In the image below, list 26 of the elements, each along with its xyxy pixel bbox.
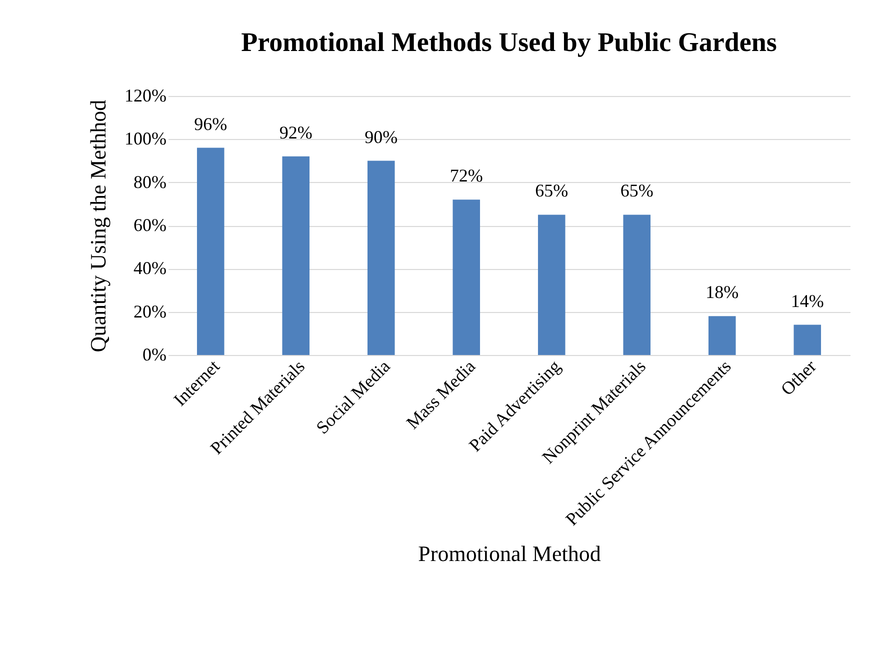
bar xyxy=(708,316,736,355)
data-label: 14% xyxy=(790,290,824,311)
y-tick-label: 0% xyxy=(142,344,166,364)
bar xyxy=(367,160,395,355)
y-axis-title: Quantity Using the Methhod xyxy=(86,100,111,352)
data-label: 90% xyxy=(364,126,398,147)
data-label: 72% xyxy=(450,166,483,186)
y-tick-label: 80% xyxy=(134,172,166,192)
data-label: 65% xyxy=(535,180,568,201)
data-label: 96% xyxy=(194,114,228,134)
bar xyxy=(538,214,566,355)
y-tick-label: 40% xyxy=(134,258,166,278)
bar xyxy=(282,156,310,355)
bar xyxy=(452,200,480,355)
chart-title: Promotional Methods Used by Public Gardens xyxy=(241,27,777,57)
y-tick-label: 120% xyxy=(124,86,166,106)
data-label: 18% xyxy=(706,282,739,302)
y-tick-label: 100% xyxy=(124,128,166,149)
y-tick-label: 20% xyxy=(134,301,166,322)
y-tick-label: 60% xyxy=(134,215,166,235)
bar xyxy=(623,214,651,355)
data-label: 92% xyxy=(279,122,312,142)
bar xyxy=(794,324,822,355)
x-axis-title: Promotional Method xyxy=(418,541,601,566)
data-label: 65% xyxy=(620,180,654,201)
bar xyxy=(196,148,224,355)
